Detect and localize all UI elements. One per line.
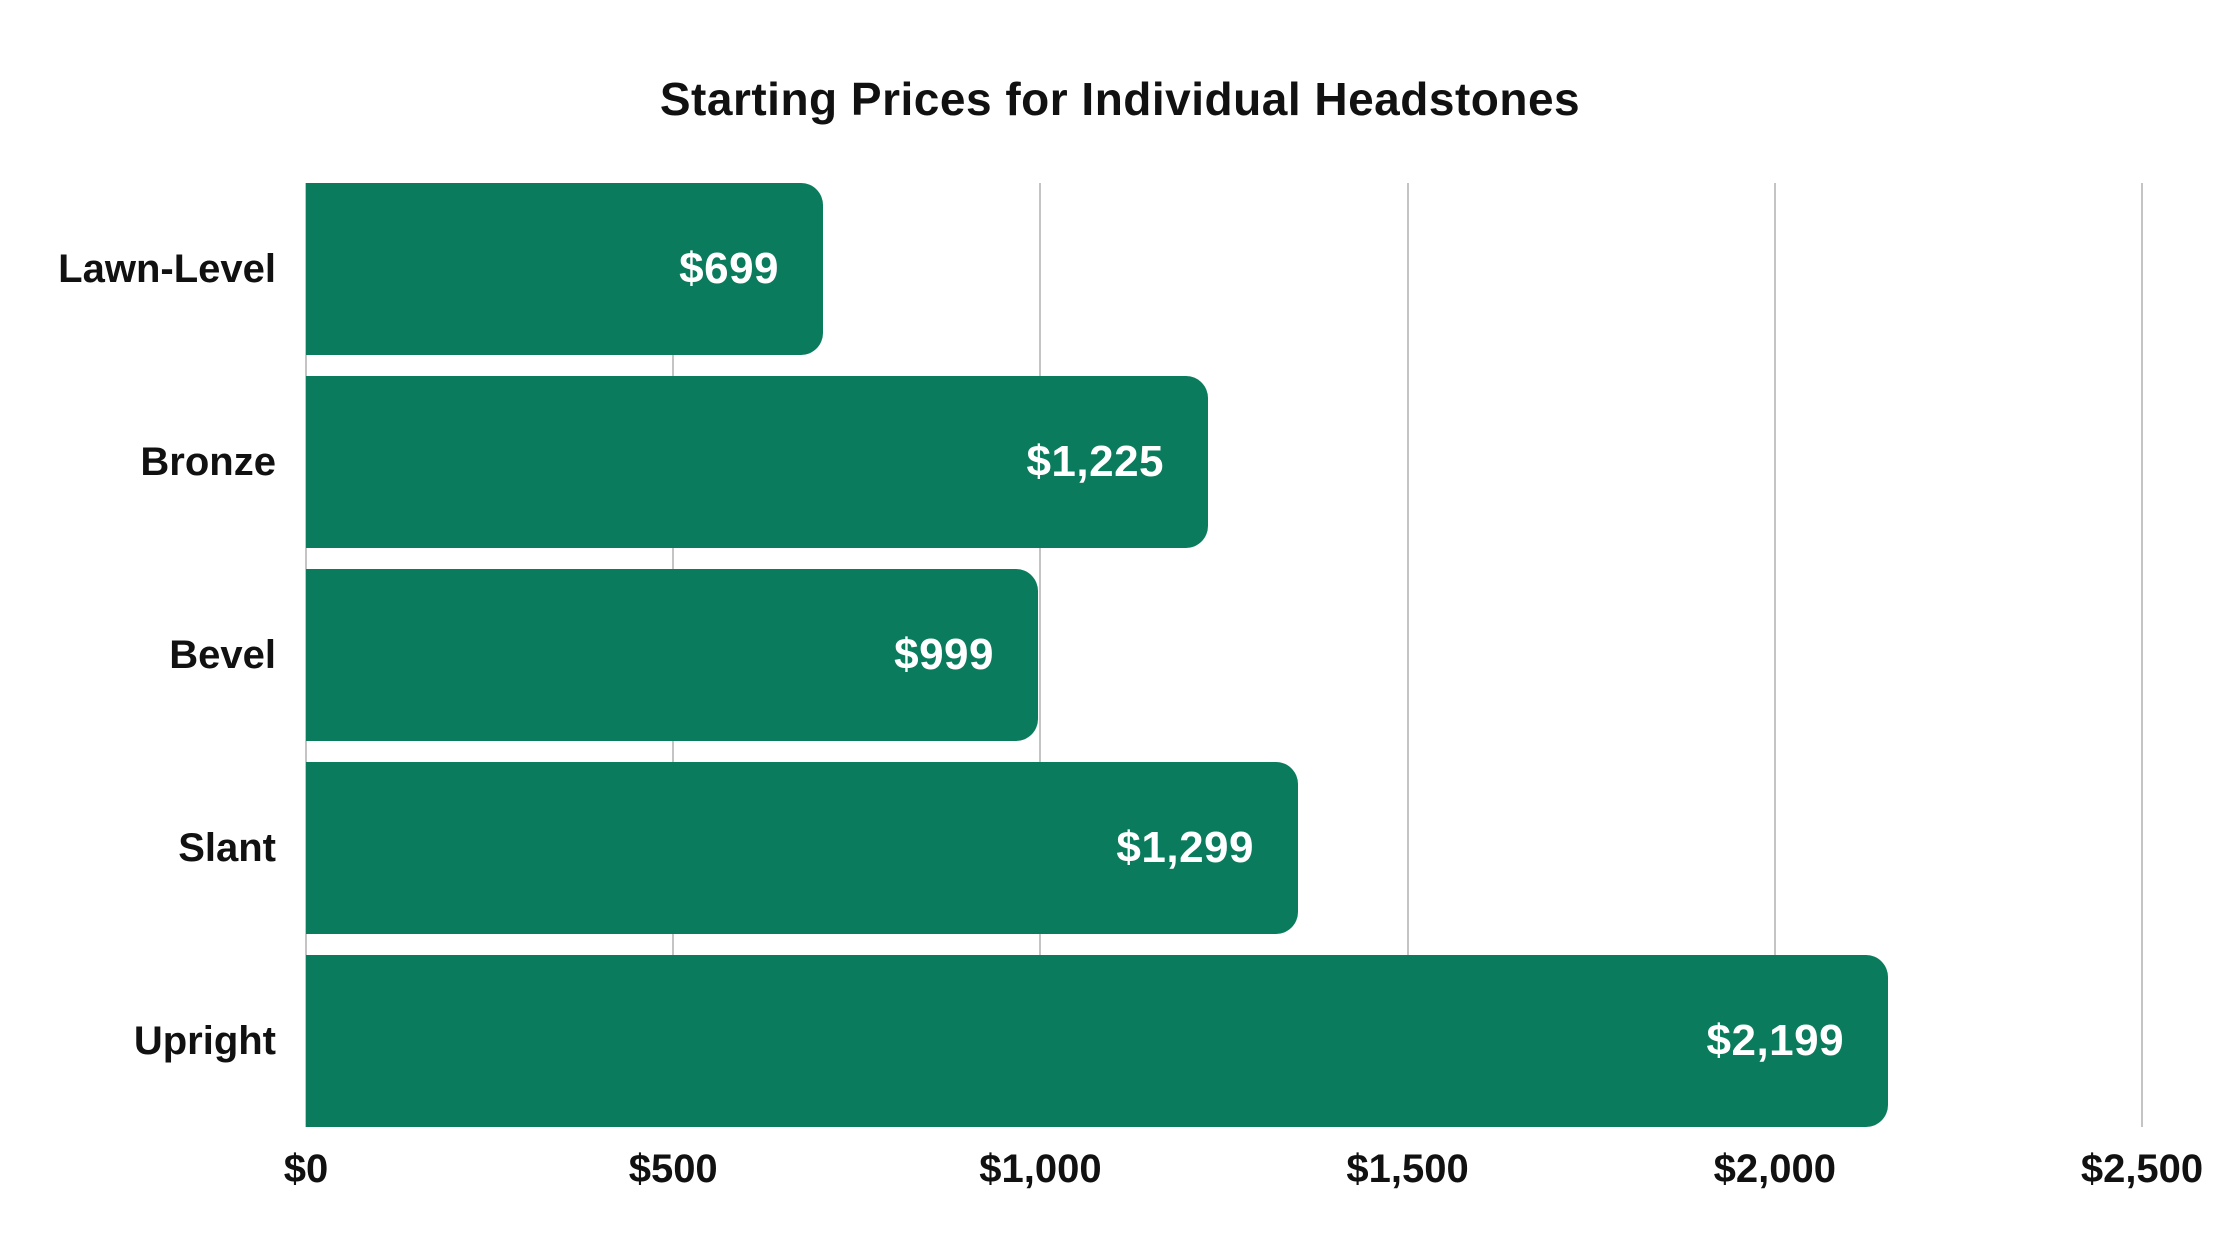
bar-row: Upright $2,199	[134, 955, 2142, 1127]
category-label: Bevel	[169, 632, 276, 677]
bar-row: Bronze $1,225	[140, 376, 2142, 548]
category-label: Bronze	[140, 439, 276, 484]
bar-value-label: $1,225	[1026, 437, 1165, 486]
x-tick-label: $2,000	[1713, 1147, 1836, 1191]
x-tick-label: $0	[283, 1147, 329, 1191]
bar: $1,225	[306, 376, 1209, 548]
category-label: Upright	[133, 1018, 276, 1063]
bar-value-label: $999	[894, 630, 994, 679]
bar: $2,199	[306, 955, 1889, 1127]
x-tick-label: $2,500	[2080, 1147, 2204, 1191]
bar: $699	[306, 183, 824, 355]
bar-row: Bevel $999	[169, 569, 2142, 741]
gridline-2500	[2141, 183, 2143, 1127]
category-label: Lawn-Level	[58, 246, 276, 291]
x-tick-label: $1,500	[1346, 1147, 1469, 1191]
bar-value-label: $699	[679, 244, 780, 293]
chart-title: Starting Prices for Individual Headstone…	[659, 73, 1581, 125]
bar-value-label: $2,199	[1706, 1016, 1845, 1065]
bar-row: Slant $1,299	[178, 762, 2142, 934]
bar: $999	[306, 569, 1038, 741]
x-tick-label: $500	[628, 1147, 718, 1191]
plot-area: Lawn-Level $699 Bronze $1,225 Bevel $999 Slant…	[58, 183, 2203, 1191]
gridline-1000	[1039, 183, 1042, 1127]
bar: $1,299	[306, 762, 1298, 934]
category-label: Slant	[178, 825, 276, 870]
x-axis-tick-labels: $0 $500 $1,000 $1,500 $2,000 $2,500	[284, 1147, 2203, 1207]
bar-row: Lawn-Level $699	[58, 183, 2142, 355]
bar-value-label: $1,299	[1116, 823, 1254, 872]
gridline-2000	[1773, 183, 1776, 1127]
gridline-1500	[1406, 183, 1409, 1127]
x-tick-label: $1,000	[979, 1147, 1102, 1191]
